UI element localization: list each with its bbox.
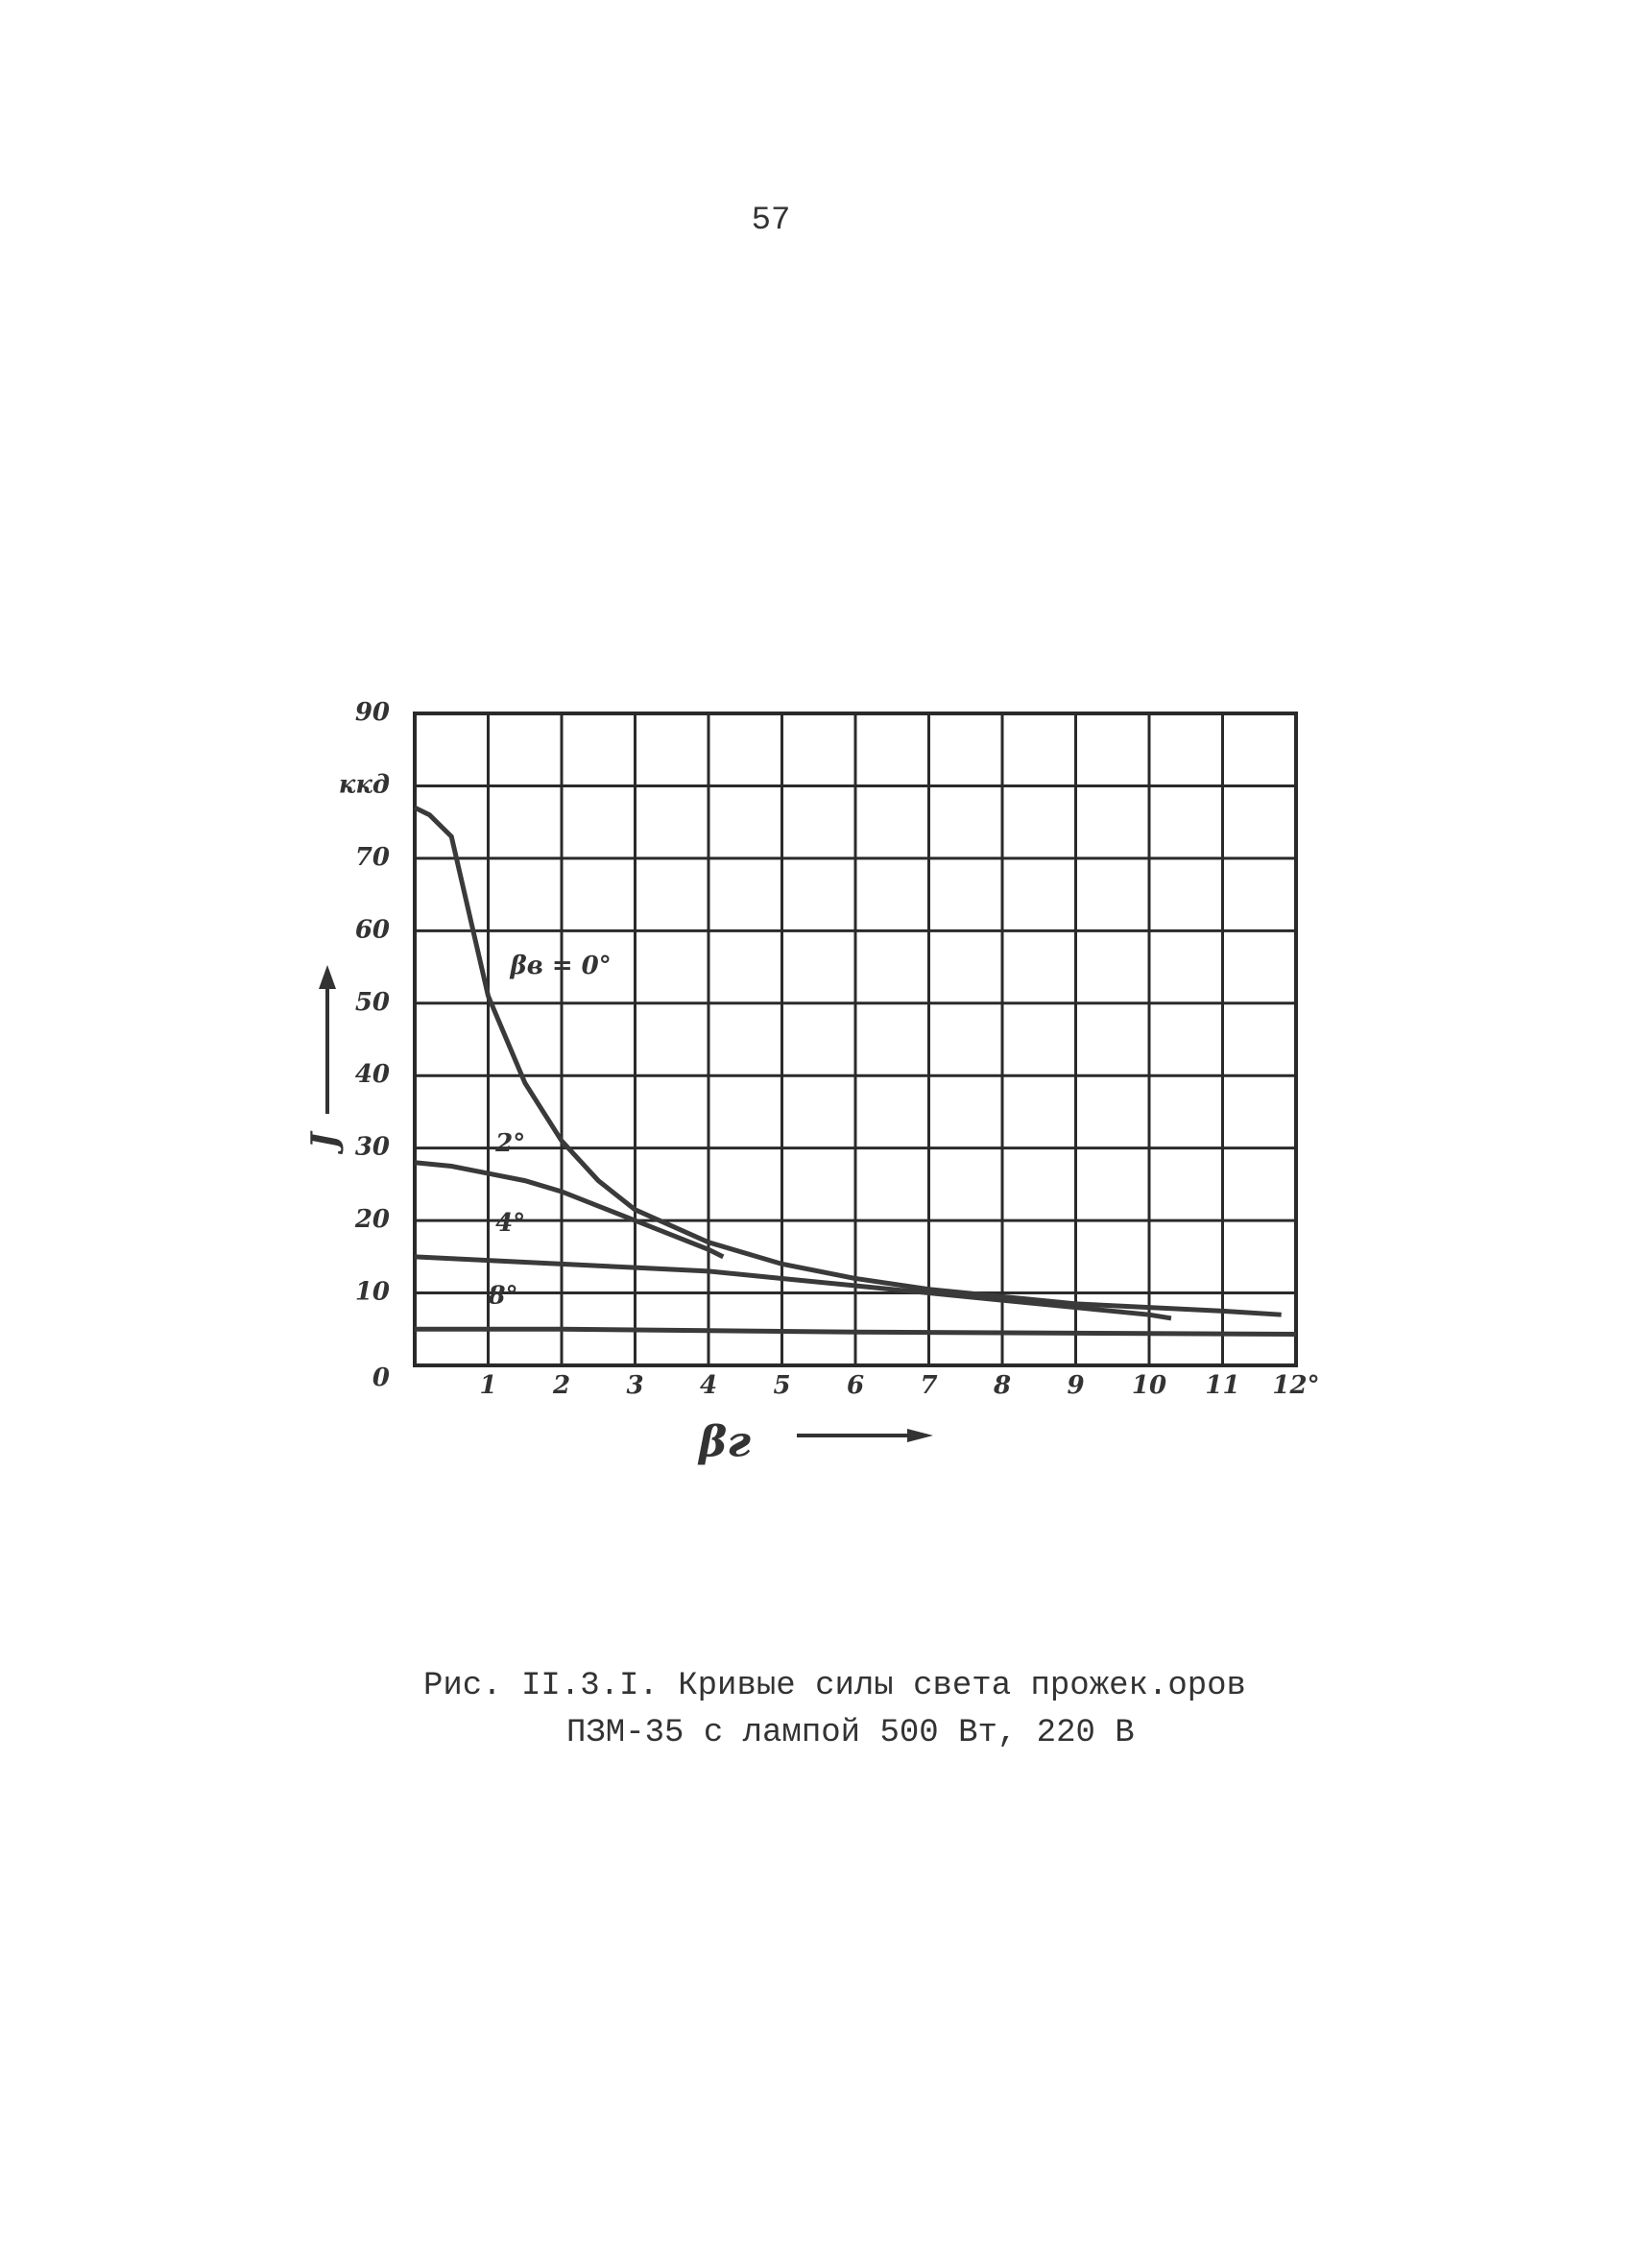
y-tick-label: 20: [354, 1205, 390, 1234]
curve: [414, 1160, 725, 1260]
y-tick-label: 10: [355, 1278, 390, 1307]
curve-label: 2°: [494, 1129, 525, 1158]
curve: [414, 1254, 1172, 1321]
x-tick-label: 3: [626, 1371, 643, 1400]
x-tick-label: 6: [847, 1371, 864, 1400]
curve-label: 4°: [495, 1209, 525, 1238]
y-tick-label: 40: [355, 1060, 390, 1089]
x-tick-label: 7: [920, 1371, 937, 1400]
x-arrow-head: [907, 1429, 933, 1442]
x-tick-label: 2: [552, 1371, 570, 1400]
x-tick-label: 9: [1067, 1371, 1084, 1400]
curve-label: 8°: [488, 1281, 518, 1310]
x-tick-label: 10: [1132, 1371, 1166, 1400]
caption-line: Рис. II.3.I. Кривые силы света прожек.ор…: [423, 1668, 1246, 1704]
x-tick-label: 11: [1205, 1371, 1239, 1400]
y-arrow-head: [319, 965, 336, 989]
y-tick-label: 50: [355, 988, 390, 1017]
x-tick-label: 1: [479, 1371, 496, 1400]
x-tick-label: 4: [700, 1371, 717, 1400]
x-axis-label: βг: [697, 1418, 751, 1467]
x-tick-label: 8: [993, 1371, 1011, 1400]
x-tick-label: 5: [773, 1371, 790, 1400]
y-tick-label: ккд: [339, 770, 390, 799]
y-tick-label: 70: [355, 843, 390, 872]
y-tick-label: 30: [355, 1133, 390, 1162]
caption-line: ПЗМ-35 с лампой 500 Вт, 220 В: [566, 1715, 1135, 1751]
y-axis-label: J: [304, 1131, 345, 1155]
y-tick-label: 0: [372, 1363, 390, 1392]
curve: [415, 1326, 1297, 1338]
page-number: 57: [752, 203, 791, 239]
curve: [413, 805, 1282, 1317]
curve-label: βв = 0°: [509, 952, 611, 980]
y-tick-label: 60: [355, 915, 390, 944]
y-tick-label: 90: [355, 698, 390, 727]
x-tick-label: 12°: [1272, 1371, 1319, 1400]
